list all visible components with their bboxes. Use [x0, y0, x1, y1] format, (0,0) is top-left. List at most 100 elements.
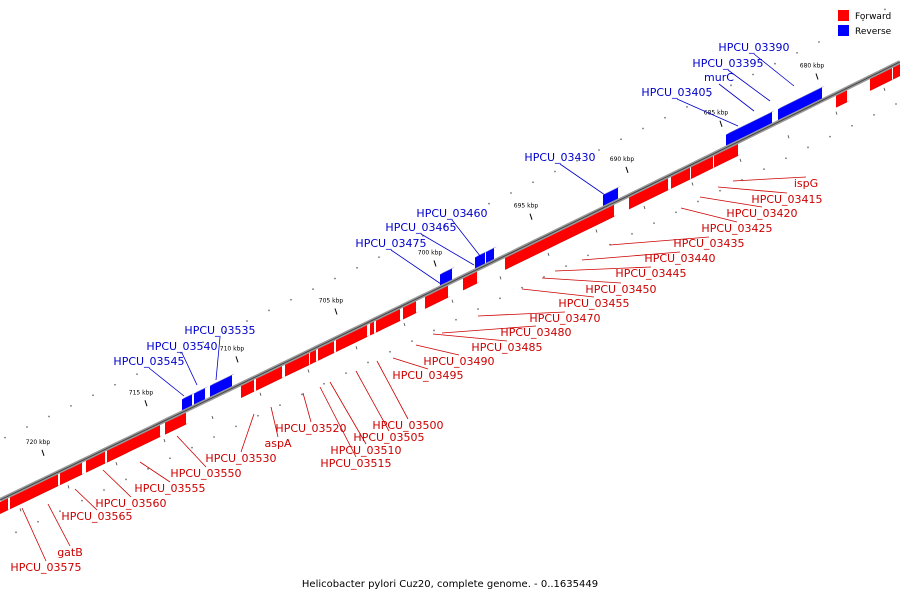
gene-label-hpcu-03445[interactable]: HPCU_03445	[615, 267, 686, 280]
forward-gene-block[interactable]	[30, 474, 61, 500]
leader-hpcu-03460	[451, 219, 485, 262]
gene-label-hpcu-03440[interactable]: HPCU_03440	[644, 252, 715, 265]
gene-label-hpcu-03435[interactable]: HPCU_03435	[673, 237, 744, 250]
gene-label-ispg[interactable]: ispG	[794, 177, 818, 190]
gene-label-hpcu-03475[interactable]: HPCU_03475	[355, 237, 426, 250]
forward-gene-block[interactable]	[546, 231, 562, 250]
gene-label-hpcu-03450[interactable]: HPCU_03450	[585, 283, 656, 296]
gene-label-hpcu-03495[interactable]: HPCU_03495	[392, 369, 463, 382]
gene-label-hpcu-03575[interactable]: HPCU_03575	[10, 561, 81, 574]
gene-label-hpcu-03530[interactable]: HPCU_03530	[205, 452, 276, 465]
guide-dot	[147, 467, 149, 470]
gene-label-hpcu-03405[interactable]: HPCU_03405	[641, 86, 712, 99]
gene-label-hpcu-03510[interactable]: HPCU_03510	[330, 444, 401, 457]
guide-dot	[521, 286, 523, 289]
minor-tick	[259, 392, 262, 396]
forward-gene-block[interactable]	[370, 321, 377, 336]
forward-gene-block[interactable]	[285, 353, 312, 377]
gene-label-hpcu-03390[interactable]: HPCU_03390	[718, 41, 789, 54]
gene-label-hpcu-03550[interactable]: HPCU_03550	[170, 467, 241, 480]
guide-dot	[70, 404, 72, 407]
forward-gene-block[interactable]	[60, 462, 85, 486]
gene-label-hpcu-03415[interactable]: HPCU_03415	[751, 193, 822, 206]
forward-gene-block[interactable]	[376, 308, 403, 333]
forward-gene-block[interactable]	[463, 271, 480, 291]
forward-gene-block[interactable]	[310, 349, 319, 365]
forward-gene-block[interactable]	[241, 379, 257, 398]
gene-label-aspa[interactable]: aspA	[265, 437, 292, 450]
forward-gene-block[interactable]	[107, 425, 163, 463]
forward-gene-block[interactable]	[505, 243, 538, 270]
forward-gene-block[interactable]	[165, 412, 189, 435]
forward-gene-block[interactable]	[336, 324, 370, 352]
gene-label-hpcu-03535[interactable]: HPCU_03535	[184, 324, 255, 337]
forward-gene-block[interactable]	[714, 143, 741, 168]
leader-hpcu-03425	[680, 207, 738, 223]
guide-dot	[246, 320, 248, 322]
gene-label-hpcu-03500[interactable]: HPCU_03500	[372, 419, 443, 432]
guide-dot	[565, 265, 567, 268]
forward-gene-block[interactable]	[535, 237, 549, 256]
forward-gene-block[interactable]	[629, 178, 671, 210]
scale-tick-710-kbp: 710 kbp	[220, 345, 244, 363]
forward-gene-block[interactable]	[86, 451, 108, 473]
gene-label-hpcu-03480[interactable]: HPCU_03480	[500, 326, 571, 339]
forward-gene-block[interactable]	[592, 204, 617, 228]
gene-label-hpcu-03505[interactable]: HPCU_03505	[353, 431, 424, 444]
gene-label-hpcu-03540[interactable]: HPCU_03540	[146, 340, 217, 353]
gene-label-hpcu-03395[interactable]: HPCU_03395	[692, 57, 763, 70]
forward-gene-block[interactable]	[836, 90, 850, 108]
gene-label-gatb[interactable]: gatB	[57, 546, 83, 559]
reverse-gene-block[interactable]	[748, 110, 775, 135]
gene-label-hpcu-03470[interactable]: HPCU_03470	[529, 312, 600, 325]
gene-label-hpcu-03485[interactable]: HPCU_03485	[471, 341, 542, 354]
gene-label-hpcu-03425[interactable]: HPCU_03425	[701, 222, 772, 235]
gene-label-hpcu-03430[interactable]: HPCU_03430	[524, 151, 595, 164]
guide-dot	[884, 8, 886, 11]
gene-label-hpcu-03465[interactable]: HPCU_03465	[385, 221, 456, 234]
reverse-gene-block[interactable]	[475, 250, 488, 269]
guide-dot	[444, 224, 446, 226]
reverse-gene-block[interactable]	[726, 121, 751, 146]
gene-label-hpcu-03560[interactable]: HPCU_03560	[95, 497, 166, 510]
guide-dot	[796, 51, 798, 54]
guide-dot	[686, 106, 688, 108]
gene-label-hpcu-03515[interactable]: HPCU_03515	[320, 457, 391, 470]
guide-dot	[510, 192, 512, 194]
guide-dot	[158, 362, 160, 365]
forward-gene-block[interactable]	[256, 366, 285, 391]
forward-gene-block[interactable]	[691, 156, 716, 179]
gene-label-hpcu-03490[interactable]: HPCU_03490	[423, 355, 494, 368]
reverse-gene-block[interactable]	[440, 266, 455, 286]
scale-tick-690-kbp: 690 kbp	[610, 156, 635, 173]
leader-hpcu-03540	[181, 352, 198, 386]
gene-label-hpcu-03555[interactable]: HPCU_03555	[134, 482, 205, 495]
gene-label-hpcu-03520[interactable]: HPCU_03520	[275, 422, 346, 435]
gene-label-murc[interactable]: murC	[704, 71, 734, 84]
forward-gene-block[interactable]	[318, 340, 337, 361]
gene-label-hpcu-03565[interactable]: HPCU_03565	[61, 510, 132, 523]
guide-dot	[807, 146, 809, 149]
gene-label-hpcu-03455[interactable]: HPCU_03455	[558, 297, 629, 310]
guide-dot	[180, 352, 182, 354]
reverse-gene-block[interactable]	[210, 373, 235, 397]
forward-gene-block[interactable]	[893, 64, 900, 80]
forward-gene-block[interactable]	[671, 167, 693, 189]
forward-gene-block[interactable]	[425, 285, 451, 309]
reverse-gene-block[interactable]	[603, 185, 621, 207]
gene-label-hpcu-03545[interactable]: HPCU_03545	[113, 355, 184, 368]
reverse-gene-block[interactable]	[182, 392, 195, 411]
guide-dot	[48, 415, 50, 418]
reverse-gene-block[interactable]	[778, 85, 825, 121]
svg-text:690 kbp: 690 kbp	[610, 156, 635, 163]
gene-label-hpcu-03420[interactable]: HPCU_03420	[726, 207, 797, 220]
forward-gene-block[interactable]	[403, 301, 419, 320]
reverse-gene-block[interactable]	[486, 246, 497, 264]
forward-gene-block[interactable]	[0, 498, 11, 514]
guide-dot	[103, 489, 105, 491]
gene-label-hpcu-03460[interactable]: HPCU_03460	[416, 207, 487, 220]
forward-gene-block[interactable]	[870, 67, 895, 91]
forward-gene-block[interactable]	[10, 487, 33, 510]
forward-gene-block[interactable]	[559, 215, 595, 244]
leader-hpcu-03390	[753, 53, 795, 87]
